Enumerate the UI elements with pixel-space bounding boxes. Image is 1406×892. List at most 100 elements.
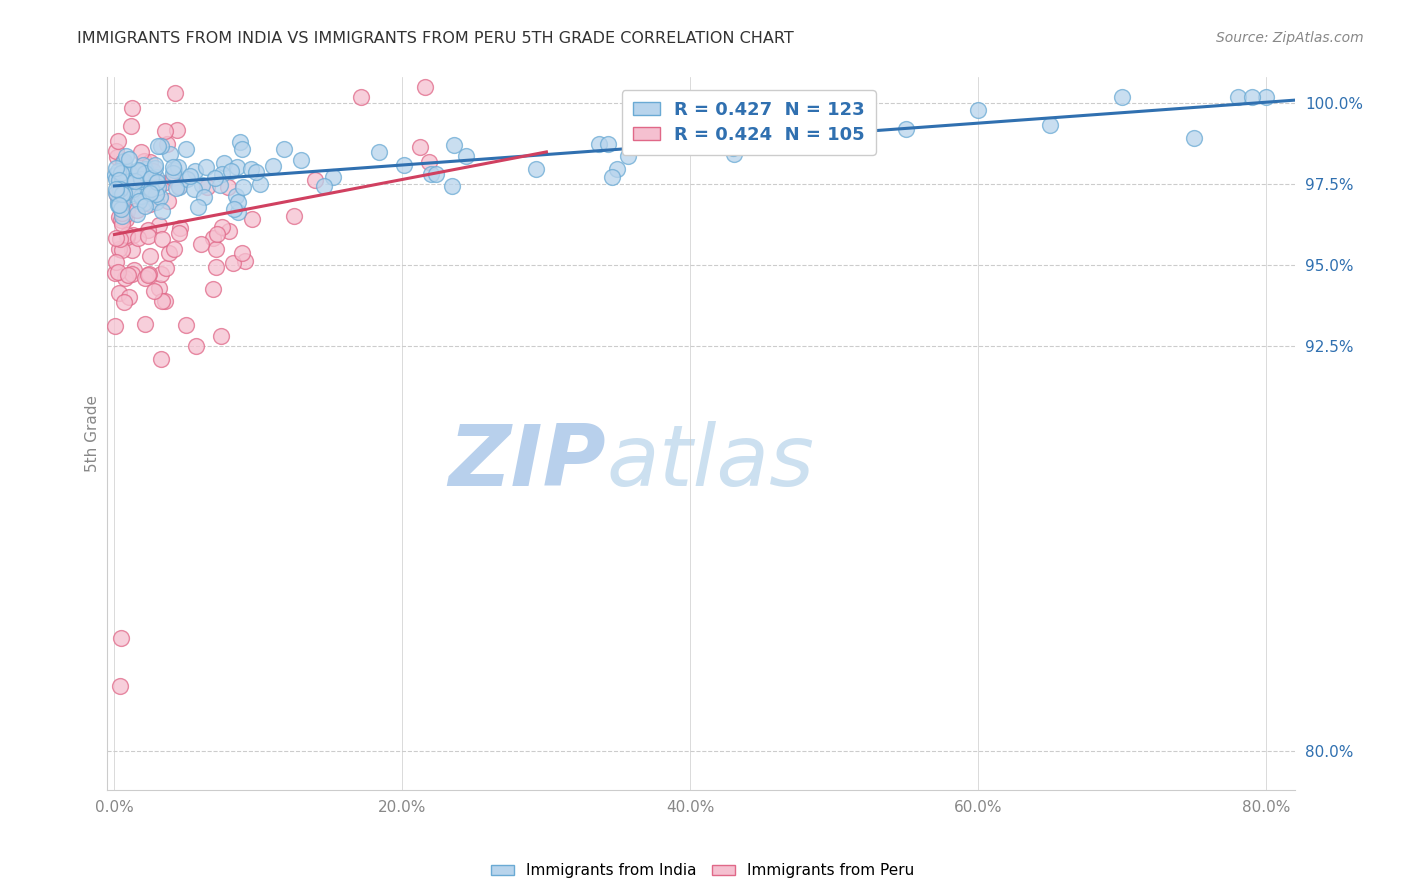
Point — [105, 188, 128, 202]
Point — [108, 182, 131, 196]
Point — [142, 284, 165, 298]
Point — [117, 152, 139, 166]
Point — [114, 163, 136, 178]
Point — [149, 189, 172, 203]
Point — [174, 318, 197, 332]
Point — [127, 163, 149, 178]
Point — [162, 171, 184, 186]
Point — [118, 290, 141, 304]
Point — [150, 203, 173, 218]
Point — [150, 232, 173, 246]
Point — [150, 352, 173, 367]
Point — [617, 149, 640, 163]
Point — [127, 231, 149, 245]
Point — [186, 339, 208, 353]
Point — [110, 213, 132, 227]
Text: ZIP: ZIP — [449, 421, 606, 504]
Point — [205, 227, 228, 242]
Point — [108, 187, 131, 202]
Point — [139, 197, 162, 211]
Point — [150, 139, 173, 153]
Point — [222, 255, 245, 269]
Point — [124, 184, 146, 198]
Point — [104, 267, 127, 281]
Point — [104, 319, 127, 334]
Point — [139, 182, 162, 196]
Point — [209, 329, 232, 343]
Point — [134, 271, 156, 285]
Point — [350, 90, 373, 104]
Point — [368, 145, 391, 160]
Point — [183, 182, 205, 196]
Point — [111, 171, 134, 186]
Point — [707, 135, 730, 149]
Legend: R = 0.427  N = 123, R = 0.424  N = 105: R = 0.427 N = 123, R = 0.424 N = 105 — [621, 90, 876, 155]
Point — [217, 180, 239, 194]
Point — [128, 194, 150, 209]
Point — [108, 232, 131, 246]
Point — [110, 631, 132, 645]
Point — [111, 155, 134, 169]
Point — [107, 134, 129, 148]
Point — [219, 164, 242, 178]
Point — [240, 162, 263, 177]
Point — [122, 263, 145, 277]
Point — [105, 150, 128, 164]
Point — [526, 161, 548, 176]
Point — [117, 177, 139, 191]
Point — [1111, 90, 1133, 104]
Point — [157, 194, 180, 208]
Point — [112, 186, 135, 200]
Point — [135, 178, 157, 193]
Point — [105, 161, 128, 176]
Point — [184, 164, 207, 178]
Point — [134, 317, 156, 331]
Point — [143, 161, 166, 176]
Point — [120, 167, 142, 181]
Point — [136, 268, 159, 282]
Point — [129, 145, 152, 159]
Point — [304, 172, 326, 186]
Point — [588, 137, 610, 152]
Point — [413, 80, 436, 95]
Point — [290, 153, 312, 167]
Point — [139, 249, 162, 263]
Point — [226, 194, 249, 209]
Point — [127, 203, 149, 218]
Point — [1256, 90, 1278, 104]
Point — [420, 167, 443, 181]
Point — [121, 267, 143, 281]
Point — [312, 179, 335, 194]
Point — [155, 260, 177, 275]
Point — [143, 158, 166, 172]
Point — [115, 212, 138, 227]
Point — [167, 160, 190, 174]
Point — [115, 176, 138, 190]
Point — [112, 209, 135, 223]
Point — [145, 194, 167, 209]
Point — [112, 294, 135, 309]
Point — [128, 164, 150, 178]
Point — [107, 286, 129, 301]
Point — [229, 136, 252, 150]
Point — [169, 221, 191, 235]
Point — [441, 179, 464, 194]
Point — [148, 281, 170, 295]
Point — [115, 228, 138, 243]
Point — [249, 178, 271, 192]
Point — [226, 160, 249, 174]
Point — [110, 175, 132, 189]
Point — [283, 209, 305, 223]
Point — [202, 230, 225, 244]
Point — [176, 171, 198, 186]
Point — [110, 202, 132, 216]
Point — [104, 169, 127, 183]
Point — [187, 200, 209, 214]
Point — [131, 174, 153, 188]
Point — [139, 186, 162, 200]
Point — [145, 175, 167, 189]
Point — [456, 149, 478, 163]
Point — [111, 195, 134, 210]
Point — [108, 195, 131, 210]
Point — [146, 180, 169, 194]
